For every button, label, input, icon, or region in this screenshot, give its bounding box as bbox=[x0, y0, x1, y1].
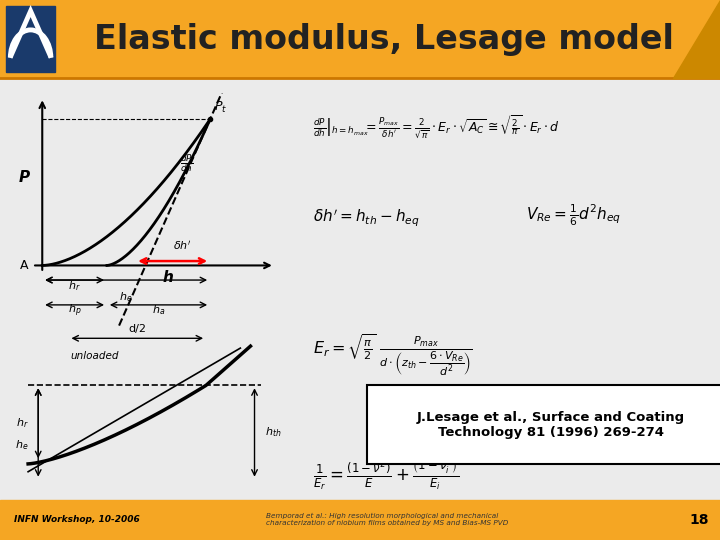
Text: $P_t$: $P_t$ bbox=[214, 100, 228, 115]
Text: $\frac{dP}{dh}$: $\frac{dP}{dh}$ bbox=[180, 152, 193, 174]
Text: $\left.\frac{dP}{dh}\right|_{h=h_{max}}\!\!=\frac{P_{max}}{\delta h'}=\frac{2}{\: $\left.\frac{dP}{dh}\right|_{h=h_{max}}\… bbox=[313, 113, 560, 140]
Text: $V_{Re} = \frac{1}{6}d^{2}h_{eq}$: $V_{Re} = \frac{1}{6}d^{2}h_{eq}$ bbox=[526, 202, 621, 228]
Text: P: P bbox=[19, 170, 30, 185]
Text: $\delta h' = h_{th} - h_{eq}$: $\delta h' = h_{th} - h_{eq}$ bbox=[313, 208, 420, 229]
Polygon shape bbox=[673, 0, 720, 78]
Text: $h_p$: $h_p$ bbox=[68, 303, 81, 320]
Text: $h_{th}$: $h_{th}$ bbox=[265, 426, 281, 440]
Text: Elastic modulus, Lesage model: Elastic modulus, Lesage model bbox=[94, 23, 673, 56]
Text: $h_r$: $h_r$ bbox=[68, 279, 81, 293]
Text: $\delta h'$: $\delta h'$ bbox=[174, 239, 192, 252]
Text: $h_a$: $h_a$ bbox=[152, 303, 165, 318]
Text: $h_e$: $h_e$ bbox=[15, 438, 29, 452]
Text: h: h bbox=[162, 269, 173, 285]
Text: $E_r = \sqrt{\frac{\pi}{2}}\;\frac{P_{max}}{d\cdot\left(z_{th}-\dfrac{6\cdot V_{: $E_r = \sqrt{\frac{\pi}{2}}\;\frac{P_{ma… bbox=[313, 332, 473, 378]
Text: INFN Workshop, 10-2006: INFN Workshop, 10-2006 bbox=[14, 515, 140, 524]
Text: $\frac{1}{E_r}=\frac{\left(1-\nu^{2}\right)}{E}+\frac{\left(1-\nu_i^{2}\right)}{: $\frac{1}{E_r}=\frac{\left(1-\nu^{2}\rig… bbox=[313, 456, 459, 492]
Text: unloaded: unloaded bbox=[71, 350, 119, 361]
Text: A: A bbox=[20, 259, 28, 272]
Text: Bemporad et al.: High resolution morphological and mechanical
characterization o: Bemporad et al.: High resolution morphol… bbox=[266, 513, 509, 526]
Bar bbox=[0, 0, 720, 78]
Text: d/2: d/2 bbox=[128, 323, 146, 334]
Text: J.Lesage et al., Surface and Coating
Technology 81 (1996) 269-274: J.Lesage et al., Surface and Coating Tec… bbox=[417, 411, 685, 438]
FancyBboxPatch shape bbox=[367, 385, 720, 464]
Bar bbox=[0, 500, 720, 540]
Text: 18: 18 bbox=[690, 513, 709, 526]
Text: $h_r$: $h_r$ bbox=[16, 416, 28, 430]
Text: $h_e$: $h_e$ bbox=[120, 291, 133, 305]
